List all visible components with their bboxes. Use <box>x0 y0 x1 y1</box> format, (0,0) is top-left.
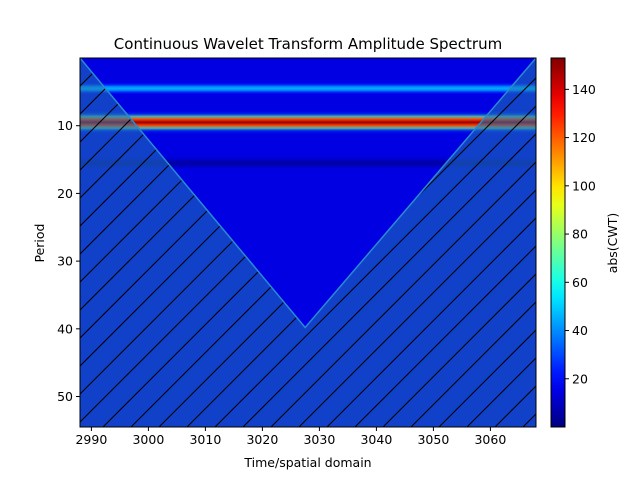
heatmap-bands <box>80 78 536 174</box>
colorbar-tick-label: 140 <box>572 82 596 97</box>
heatmap-band <box>80 107 536 138</box>
colorbar-tick-label: 80 <box>572 227 588 242</box>
x-tick-label: 3010 <box>189 432 221 447</box>
hatch-line <box>410 58 536 427</box>
hatch-line <box>354 58 536 427</box>
y-axis-title: Period <box>32 224 47 263</box>
colorbar-tick-label: 40 <box>572 323 588 338</box>
x-tick-label: 3040 <box>360 432 392 447</box>
x-tick-label: 3030 <box>303 432 335 447</box>
x-tick-label: 3020 <box>246 432 278 447</box>
hatch-line <box>382 58 536 427</box>
y-axis: 10 20 30 40 50 <box>57 118 80 404</box>
colorbar-tick-label: 60 <box>572 275 588 290</box>
y-tick-label: 40 <box>57 321 73 336</box>
colorbar-gradient <box>550 57 566 428</box>
plot-area <box>80 58 640 427</box>
colorbar-tick-label: 20 <box>572 371 588 386</box>
hatch-line <box>438 58 536 427</box>
x-axis-title: Time/spatial domain <box>243 455 371 470</box>
chart-title: Continuous Wavelet Transform Amplitude S… <box>114 35 502 53</box>
hatch-line <box>635 58 640 427</box>
colorbar-tick-label: 120 <box>572 130 596 145</box>
hatch-line <box>80 58 165 427</box>
heatmap-band <box>80 78 536 98</box>
y-tick-label: 20 <box>57 186 73 201</box>
x-tick-label: 2990 <box>75 432 107 447</box>
hatch-line <box>242 58 536 427</box>
hatch-line <box>298 58 536 427</box>
heatmap-band <box>80 152 536 174</box>
x-axis: 2990 3000 3010 3020 3030 3040 3050 3060 <box>75 427 506 447</box>
x-tick-label: 3060 <box>474 432 506 447</box>
y-tick-label: 50 <box>57 389 73 404</box>
hatch-line <box>214 58 536 427</box>
hatch-line <box>326 58 536 427</box>
x-tick-label: 3000 <box>132 432 164 447</box>
colorbar: 20 40 60 80 100 120 140 abs(CWT) <box>550 57 620 428</box>
x-tick-label: 3050 <box>417 432 449 447</box>
colorbar-ticks: 20 40 60 80 100 120 140 <box>565 82 596 386</box>
y-tick-label: 30 <box>57 254 73 269</box>
coi-outline <box>80 58 536 329</box>
plot-frame <box>79 57 537 428</box>
hatch-line <box>270 58 536 427</box>
hatch-line <box>466 58 536 427</box>
colorbar-tick-label: 100 <box>572 178 596 193</box>
colorbar-label: abs(CWT) <box>605 213 620 274</box>
y-tick-label: 10 <box>57 118 73 133</box>
